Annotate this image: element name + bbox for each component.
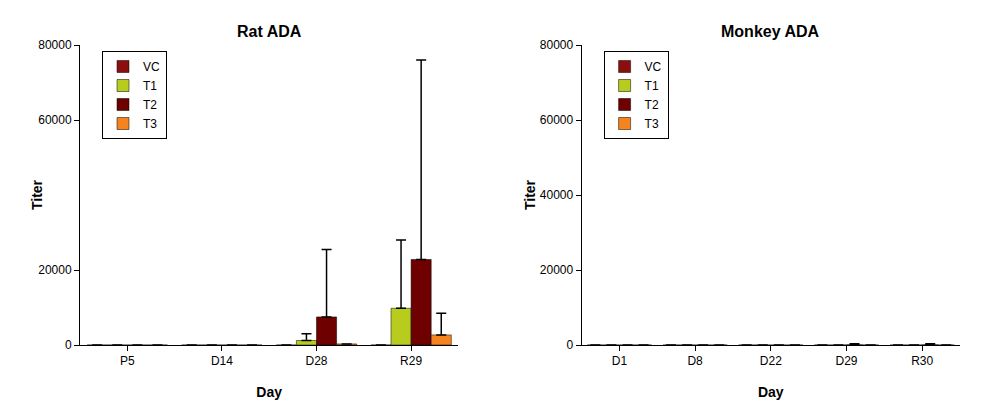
svg-text:60000: 60000 bbox=[540, 113, 574, 127]
svg-text:D14: D14 bbox=[211, 354, 233, 368]
svg-text:Rat ADA: Rat ADA bbox=[237, 23, 302, 40]
svg-text:P5: P5 bbox=[120, 354, 135, 368]
svg-text:0: 0 bbox=[65, 338, 72, 352]
svg-text:D28: D28 bbox=[305, 354, 327, 368]
svg-text:T2: T2 bbox=[143, 98, 157, 112]
svg-text:Day: Day bbox=[256, 384, 282, 400]
svg-text:T1: T1 bbox=[645, 79, 659, 93]
svg-text:Titer: Titer bbox=[29, 179, 45, 210]
svg-text:80000: 80000 bbox=[540, 38, 574, 52]
svg-text:T2: T2 bbox=[645, 98, 659, 112]
svg-text:Titer: Titer bbox=[522, 179, 538, 210]
svg-text:VC: VC bbox=[143, 60, 160, 74]
svg-text:T1: T1 bbox=[143, 79, 157, 93]
svg-text:40000: 40000 bbox=[540, 188, 574, 202]
svg-text:T3: T3 bbox=[645, 117, 659, 131]
svg-text:80000: 80000 bbox=[38, 38, 72, 52]
svg-text:D8: D8 bbox=[687, 354, 703, 368]
svg-text:T3: T3 bbox=[143, 117, 157, 131]
svg-text:R29: R29 bbox=[400, 354, 422, 368]
svg-text:Monkey ADA: Monkey ADA bbox=[721, 23, 820, 40]
svg-text:D29: D29 bbox=[835, 354, 857, 368]
svg-text:20000: 20000 bbox=[540, 263, 574, 277]
svg-text:D22: D22 bbox=[760, 354, 782, 368]
svg-text:60000: 60000 bbox=[38, 113, 72, 127]
svg-text:VC: VC bbox=[645, 60, 662, 74]
svg-text:R30: R30 bbox=[911, 354, 933, 368]
svg-text:Day: Day bbox=[758, 384, 784, 400]
svg-text:20000: 20000 bbox=[38, 263, 72, 277]
svg-text:D1: D1 bbox=[612, 354, 628, 368]
svg-text:0: 0 bbox=[567, 338, 574, 352]
